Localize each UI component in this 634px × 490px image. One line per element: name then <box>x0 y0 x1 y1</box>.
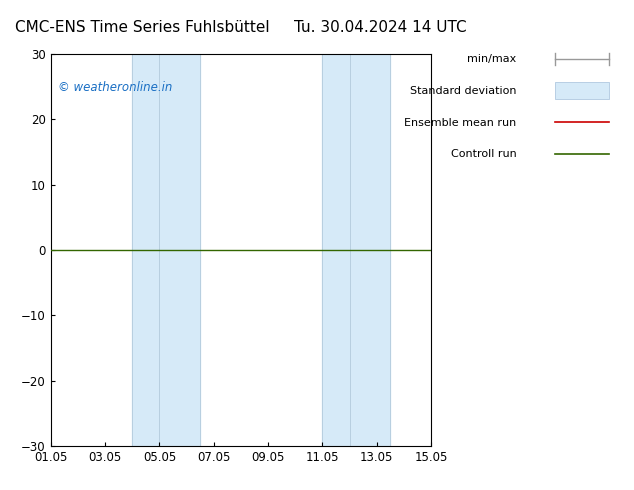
Text: © weatheronline.in: © weatheronline.in <box>58 81 172 95</box>
Bar <box>133 54 159 446</box>
Text: Standard deviation: Standard deviation <box>410 86 517 96</box>
Text: CMC-ENS Time Series Fuhlsbüttel     Tu. 30.04.2024 14 UTC: CMC-ENS Time Series Fuhlsbüttel Tu. 30.0… <box>15 20 467 35</box>
Bar <box>555 82 609 99</box>
Text: Controll run: Controll run <box>451 149 517 159</box>
Bar <box>159 54 200 446</box>
Bar <box>323 54 349 446</box>
Text: Ensemble mean run: Ensemble mean run <box>404 118 517 127</box>
Text: min/max: min/max <box>467 54 517 64</box>
Bar <box>349 54 391 446</box>
